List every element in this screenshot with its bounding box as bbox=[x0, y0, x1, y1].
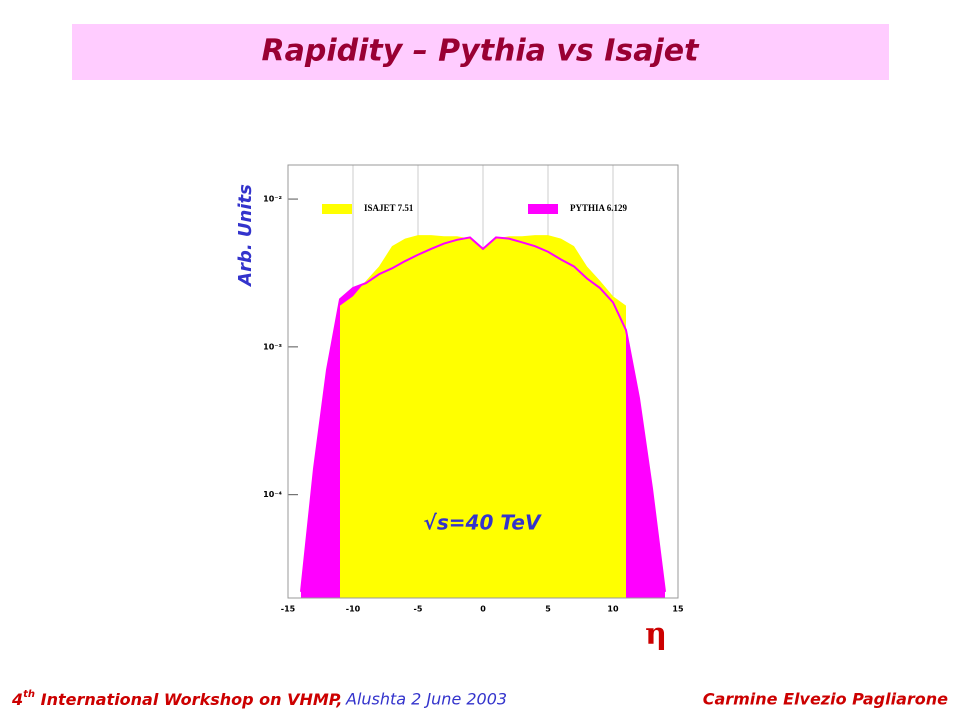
x-tick-label: -10 bbox=[346, 605, 361, 614]
x-axis-label: η bbox=[645, 617, 667, 652]
footer-number: 4 bbox=[11, 690, 23, 709]
y-tick-label: 10⁻⁴ bbox=[263, 490, 282, 499]
y-axis-label: Arb. Units bbox=[235, 184, 256, 288]
legend-swatch bbox=[322, 204, 352, 214]
footer-author: Carmine Elvezio Pagliarone bbox=[703, 690, 948, 709]
series-area bbox=[340, 235, 626, 598]
footer-workshop-text: International Workshop on VHMP, bbox=[35, 690, 342, 709]
legend-swatch bbox=[528, 204, 558, 214]
series-line bbox=[300, 236, 666, 593]
x-tick-label: 0 bbox=[480, 605, 486, 614]
plot-frame bbox=[287, 164, 679, 599]
x-tick-label: -5 bbox=[414, 605, 423, 614]
footer-suffix: th bbox=[23, 689, 35, 700]
x-tick-label: 5 bbox=[545, 605, 551, 614]
title-box bbox=[72, 24, 889, 80]
footer-place: Alushta 2 June 2003 bbox=[345, 690, 507, 709]
legend-label: ISAJET 7.51 bbox=[364, 203, 414, 213]
legend-label: PYTHIA 6.129 bbox=[570, 203, 628, 213]
x-tick-label: -15 bbox=[281, 605, 296, 614]
y-tick-label: 10⁻³ bbox=[263, 342, 282, 351]
x-tick-label: 15 bbox=[672, 605, 684, 614]
footer-workshop: 4th International Workshop on VHMP, bbox=[11, 689, 342, 709]
slide-title: Rapidity – Pythia vs Isajet bbox=[262, 34, 701, 69]
y-tick-label: 10⁻² bbox=[263, 195, 282, 204]
annotation: √s=40 TeV bbox=[424, 511, 542, 535]
x-tick-label: 10 bbox=[607, 605, 619, 614]
